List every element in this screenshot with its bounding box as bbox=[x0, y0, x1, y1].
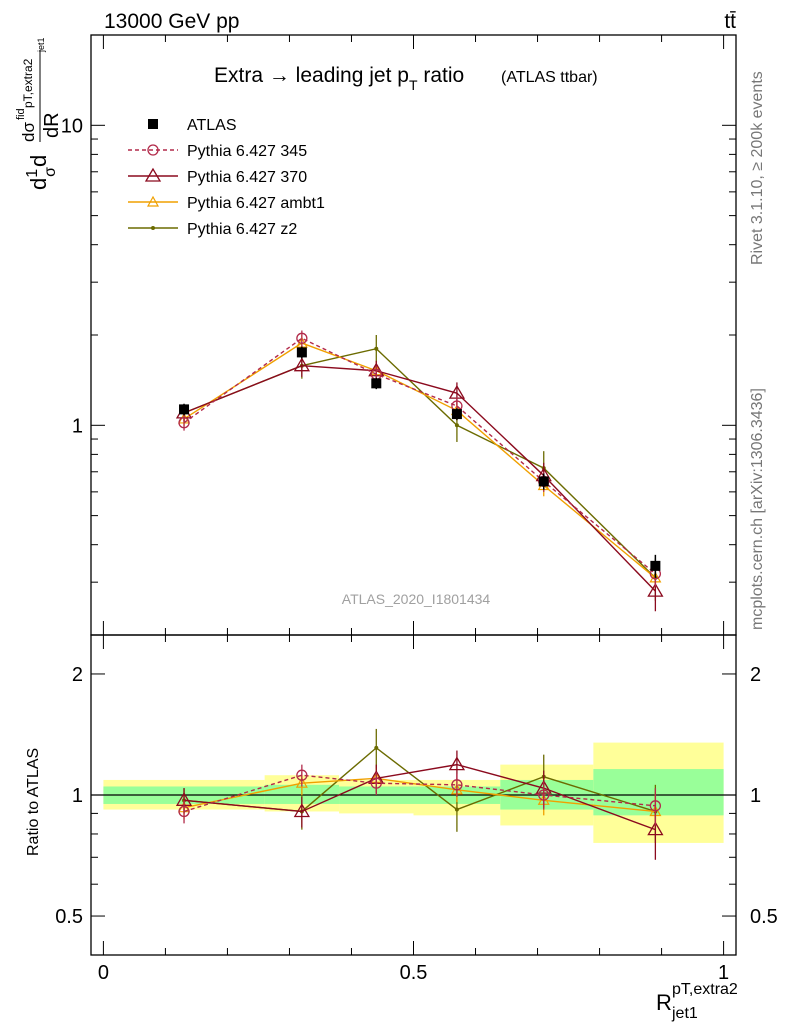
legend-marker bbox=[147, 144, 159, 156]
ratio-series-pythia-6-427-z2-point bbox=[454, 807, 459, 812]
series-pythia-6-427-z2-point bbox=[374, 346, 379, 351]
main-background bbox=[91, 35, 736, 635]
main-ylabel: d1σd dσ fid pT,extra2 dR jet1 bbox=[15, 37, 63, 190]
xlabel-main: R bbox=[656, 990, 672, 1015]
ratio-ytick-label: 1 bbox=[72, 785, 83, 807]
legend-entry: Pythia 6.427 345 bbox=[128, 143, 307, 160]
legend-entry: ATLAS bbox=[148, 117, 237, 134]
ratio-series-pythia-6-427-z2-point bbox=[374, 745, 379, 750]
chart-title-sub: T bbox=[409, 77, 418, 93]
series-pythia-6-427-345-line bbox=[183, 337, 656, 575]
series-pythia-6-427-370-line bbox=[183, 365, 656, 592]
ratio-series-pythia-6-427-345-point bbox=[649, 800, 662, 812]
series-pythia-6-427-345-point bbox=[178, 417, 190, 429]
ratio-series-pythia-6-427-370-point bbox=[647, 821, 664, 836]
ratio-ylabel: Ratio to ATLAS bbox=[25, 748, 42, 856]
series-pythia-6-427-370-point bbox=[647, 582, 664, 597]
header-right: tt̄ bbox=[724, 10, 736, 33]
ratio-series-pythia-6-427-370-point bbox=[293, 803, 310, 818]
chart-title-main: Extra → leading jet p bbox=[214, 64, 409, 87]
svg-text:fid: fid bbox=[15, 108, 27, 120]
atlas-point bbox=[451, 409, 462, 420]
atlas-point bbox=[650, 560, 661, 571]
atlas-point bbox=[296, 347, 307, 358]
legend-entry: Pythia 6.427 370 bbox=[128, 167, 307, 186]
svg-text:jet1: jet1 bbox=[36, 37, 46, 53]
legend-marker bbox=[148, 119, 158, 129]
svg-text:dσ: dσ bbox=[19, 122, 38, 142]
series-pythia-6-427-z2-point bbox=[454, 423, 459, 428]
ratio-series-pythia-6-427-ambt1-point bbox=[295, 776, 308, 788]
svg-text:dR: dR bbox=[41, 112, 63, 138]
series-pythia-6-427-ambt1-line bbox=[183, 342, 656, 579]
legend-marker bbox=[144, 167, 162, 182]
ratio-band-inner bbox=[593, 769, 724, 816]
atlas-point bbox=[538, 476, 549, 487]
series-pythia-6-427-345-point bbox=[296, 332, 308, 344]
ratio-series-pythia-6-427-345-point bbox=[370, 777, 382, 789]
ratio-xtick-label: 1 bbox=[718, 962, 729, 984]
svg-text:pT,extra2: pT,extra2 bbox=[21, 58, 35, 108]
ratio-series-pythia-6-427-345-point bbox=[451, 779, 463, 791]
ratio-panel: 0.5 0.5 1 1 2 2 0 0.5 1 bbox=[55, 634, 778, 984]
ratio-ytick-label-right: 2 bbox=[750, 664, 761, 686]
ratio-series-pythia-6-427-345-point bbox=[178, 805, 190, 818]
legend-label: Pythia 6.427 z2 bbox=[187, 221, 297, 238]
xlabel-sup: pT,extra2 bbox=[672, 981, 738, 998]
mcplots-label: mcplots.cern.ch [arXiv:1306.3436] bbox=[749, 388, 766, 630]
legend-label: Pythia 6.427 ambt1 bbox=[187, 195, 325, 212]
chart-title: Extra → leading jet pT ratio bbox=[214, 64, 464, 93]
chart-title-paren: (ATLAS ttbar) bbox=[501, 69, 598, 86]
atlas-point bbox=[371, 378, 382, 389]
rivet-label: Rivet 3.1.10, ≥ 200k events bbox=[749, 71, 766, 265]
ratio-series-pythia-6-427-370-line bbox=[183, 763, 656, 831]
ratio-ytick-label-right: 0.5 bbox=[750, 906, 778, 928]
atlas-point bbox=[179, 404, 190, 415]
header-left: 13000 GeV pp bbox=[104, 10, 239, 33]
series-pythia-6-427-370-point bbox=[293, 357, 310, 372]
legend-label: Pythia 6.427 345 bbox=[187, 143, 307, 160]
legend-label: Pythia 6.427 370 bbox=[187, 169, 307, 186]
ratio-ytick-label: 2 bbox=[72, 664, 83, 686]
ratio-series-pythia-6-427-370-point bbox=[448, 756, 466, 771]
ratio-ytick-label: 0.5 bbox=[55, 906, 83, 928]
main-ytick-label: 10 bbox=[61, 115, 83, 137]
main-ytick-label: 1 bbox=[72, 415, 83, 437]
main-panel: 1 10 ATLAS Pythia 6.427 345 Pythia 6.427 370… bbox=[61, 34, 737, 636]
ratio-ytick-label-right: 1 bbox=[750, 785, 761, 807]
legend-entry: Pythia 6.427 ambt1 bbox=[128, 195, 325, 212]
ratio-xtick-label: 0 bbox=[98, 962, 109, 984]
ratio-series-pythia-6-427-345-point bbox=[538, 789, 550, 801]
legend-entry: Pythia 6.427 z2 bbox=[128, 221, 297, 238]
chart-title-after: ratio bbox=[418, 64, 465, 87]
svg-text:d1σd: d1σd bbox=[24, 155, 59, 190]
ratio-xtick-label: 0.5 bbox=[400, 962, 428, 984]
legend-marker bbox=[146, 195, 160, 207]
watermark: ATLAS_2020_I1801434 bbox=[342, 591, 491, 607]
xlabel-sub: jet1 bbox=[671, 1005, 698, 1022]
ratio-series-pythia-6-427-345-point bbox=[296, 769, 308, 781]
legend-marker bbox=[151, 226, 155, 230]
ratio-series-pythia-6-427-345-line bbox=[183, 774, 656, 813]
xlabel: R bbox=[656, 990, 672, 1015]
legend-label: ATLAS bbox=[187, 117, 237, 134]
